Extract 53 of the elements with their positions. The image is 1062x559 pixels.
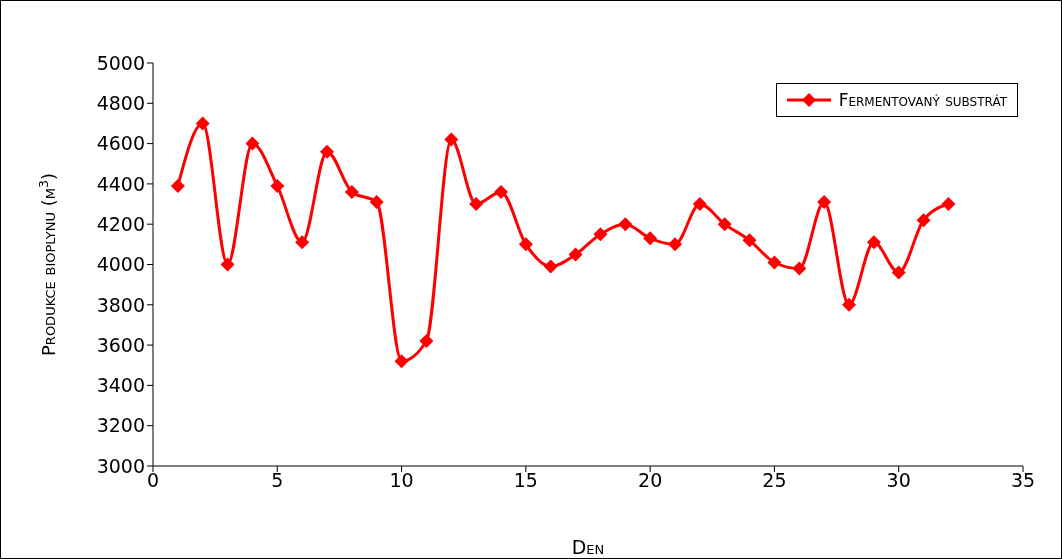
point xyxy=(444,132,459,147)
point xyxy=(320,144,334,159)
point xyxy=(891,265,906,280)
point xyxy=(643,231,658,246)
point xyxy=(170,178,185,193)
y-tick-label: 4400 xyxy=(96,172,145,195)
point xyxy=(866,235,881,250)
point xyxy=(792,261,807,276)
point xyxy=(195,116,210,131)
point xyxy=(817,195,832,210)
x-tick-label: 10 xyxy=(389,469,414,492)
point xyxy=(668,237,682,252)
y-tick-label: 3000 xyxy=(96,454,145,477)
y-tick-label: 4600 xyxy=(96,132,145,155)
y-tick-label: 3400 xyxy=(96,374,145,397)
x-tick-label: 30 xyxy=(886,469,911,492)
point xyxy=(568,247,583,262)
point xyxy=(494,184,508,199)
legend-label: Fermentovaný substrát xyxy=(838,90,1007,110)
point xyxy=(742,233,757,248)
y-tick-label: 3600 xyxy=(96,333,145,356)
x-tick-label: 0 xyxy=(146,469,160,492)
y-tick-label: 5000 xyxy=(96,51,145,74)
point xyxy=(941,197,956,212)
y-tick-label: 3800 xyxy=(96,293,145,316)
y-tick-label: 3200 xyxy=(96,414,145,437)
point xyxy=(518,237,533,252)
point xyxy=(295,235,310,250)
x-tick-label: 25 xyxy=(762,469,787,492)
point xyxy=(543,259,558,274)
point xyxy=(692,197,707,212)
point xyxy=(593,227,608,242)
y-tick-label: 4000 xyxy=(96,253,145,276)
y-tick-label: 4800 xyxy=(96,92,145,115)
x-tick-label: 35 xyxy=(1010,469,1036,492)
x-tick-label: 20 xyxy=(638,469,663,492)
x-tick-label: 15 xyxy=(513,469,538,492)
point xyxy=(618,217,633,232)
point xyxy=(394,354,409,369)
point xyxy=(717,217,732,232)
point xyxy=(842,297,856,312)
point xyxy=(469,197,484,212)
point xyxy=(344,184,359,199)
x-axis-title: Den xyxy=(571,536,605,558)
point xyxy=(419,334,434,349)
point xyxy=(245,136,260,151)
point xyxy=(767,255,782,270)
y-tick-label: 4200 xyxy=(96,212,145,235)
point xyxy=(270,178,285,193)
point xyxy=(220,257,235,272)
point xyxy=(916,213,931,228)
point xyxy=(369,195,384,210)
x-tick-label: 5 xyxy=(271,469,284,492)
